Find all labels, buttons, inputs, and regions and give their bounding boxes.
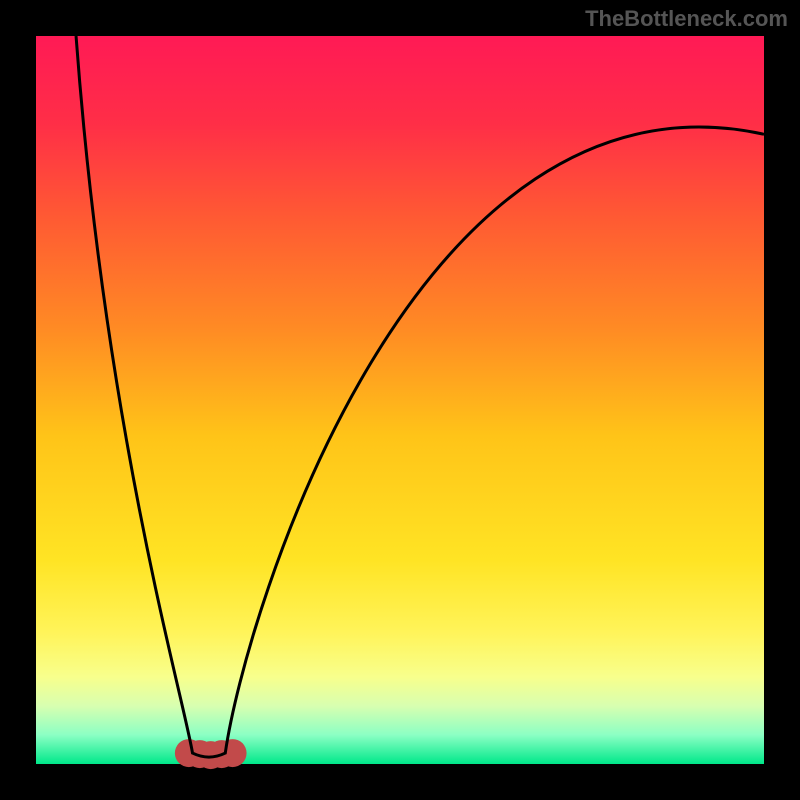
plot-background <box>36 36 764 764</box>
watermark-text: TheBottleneck.com <box>585 6 788 32</box>
chart-svg <box>0 0 800 800</box>
bottleneck-chart: TheBottleneck.com <box>0 0 800 800</box>
